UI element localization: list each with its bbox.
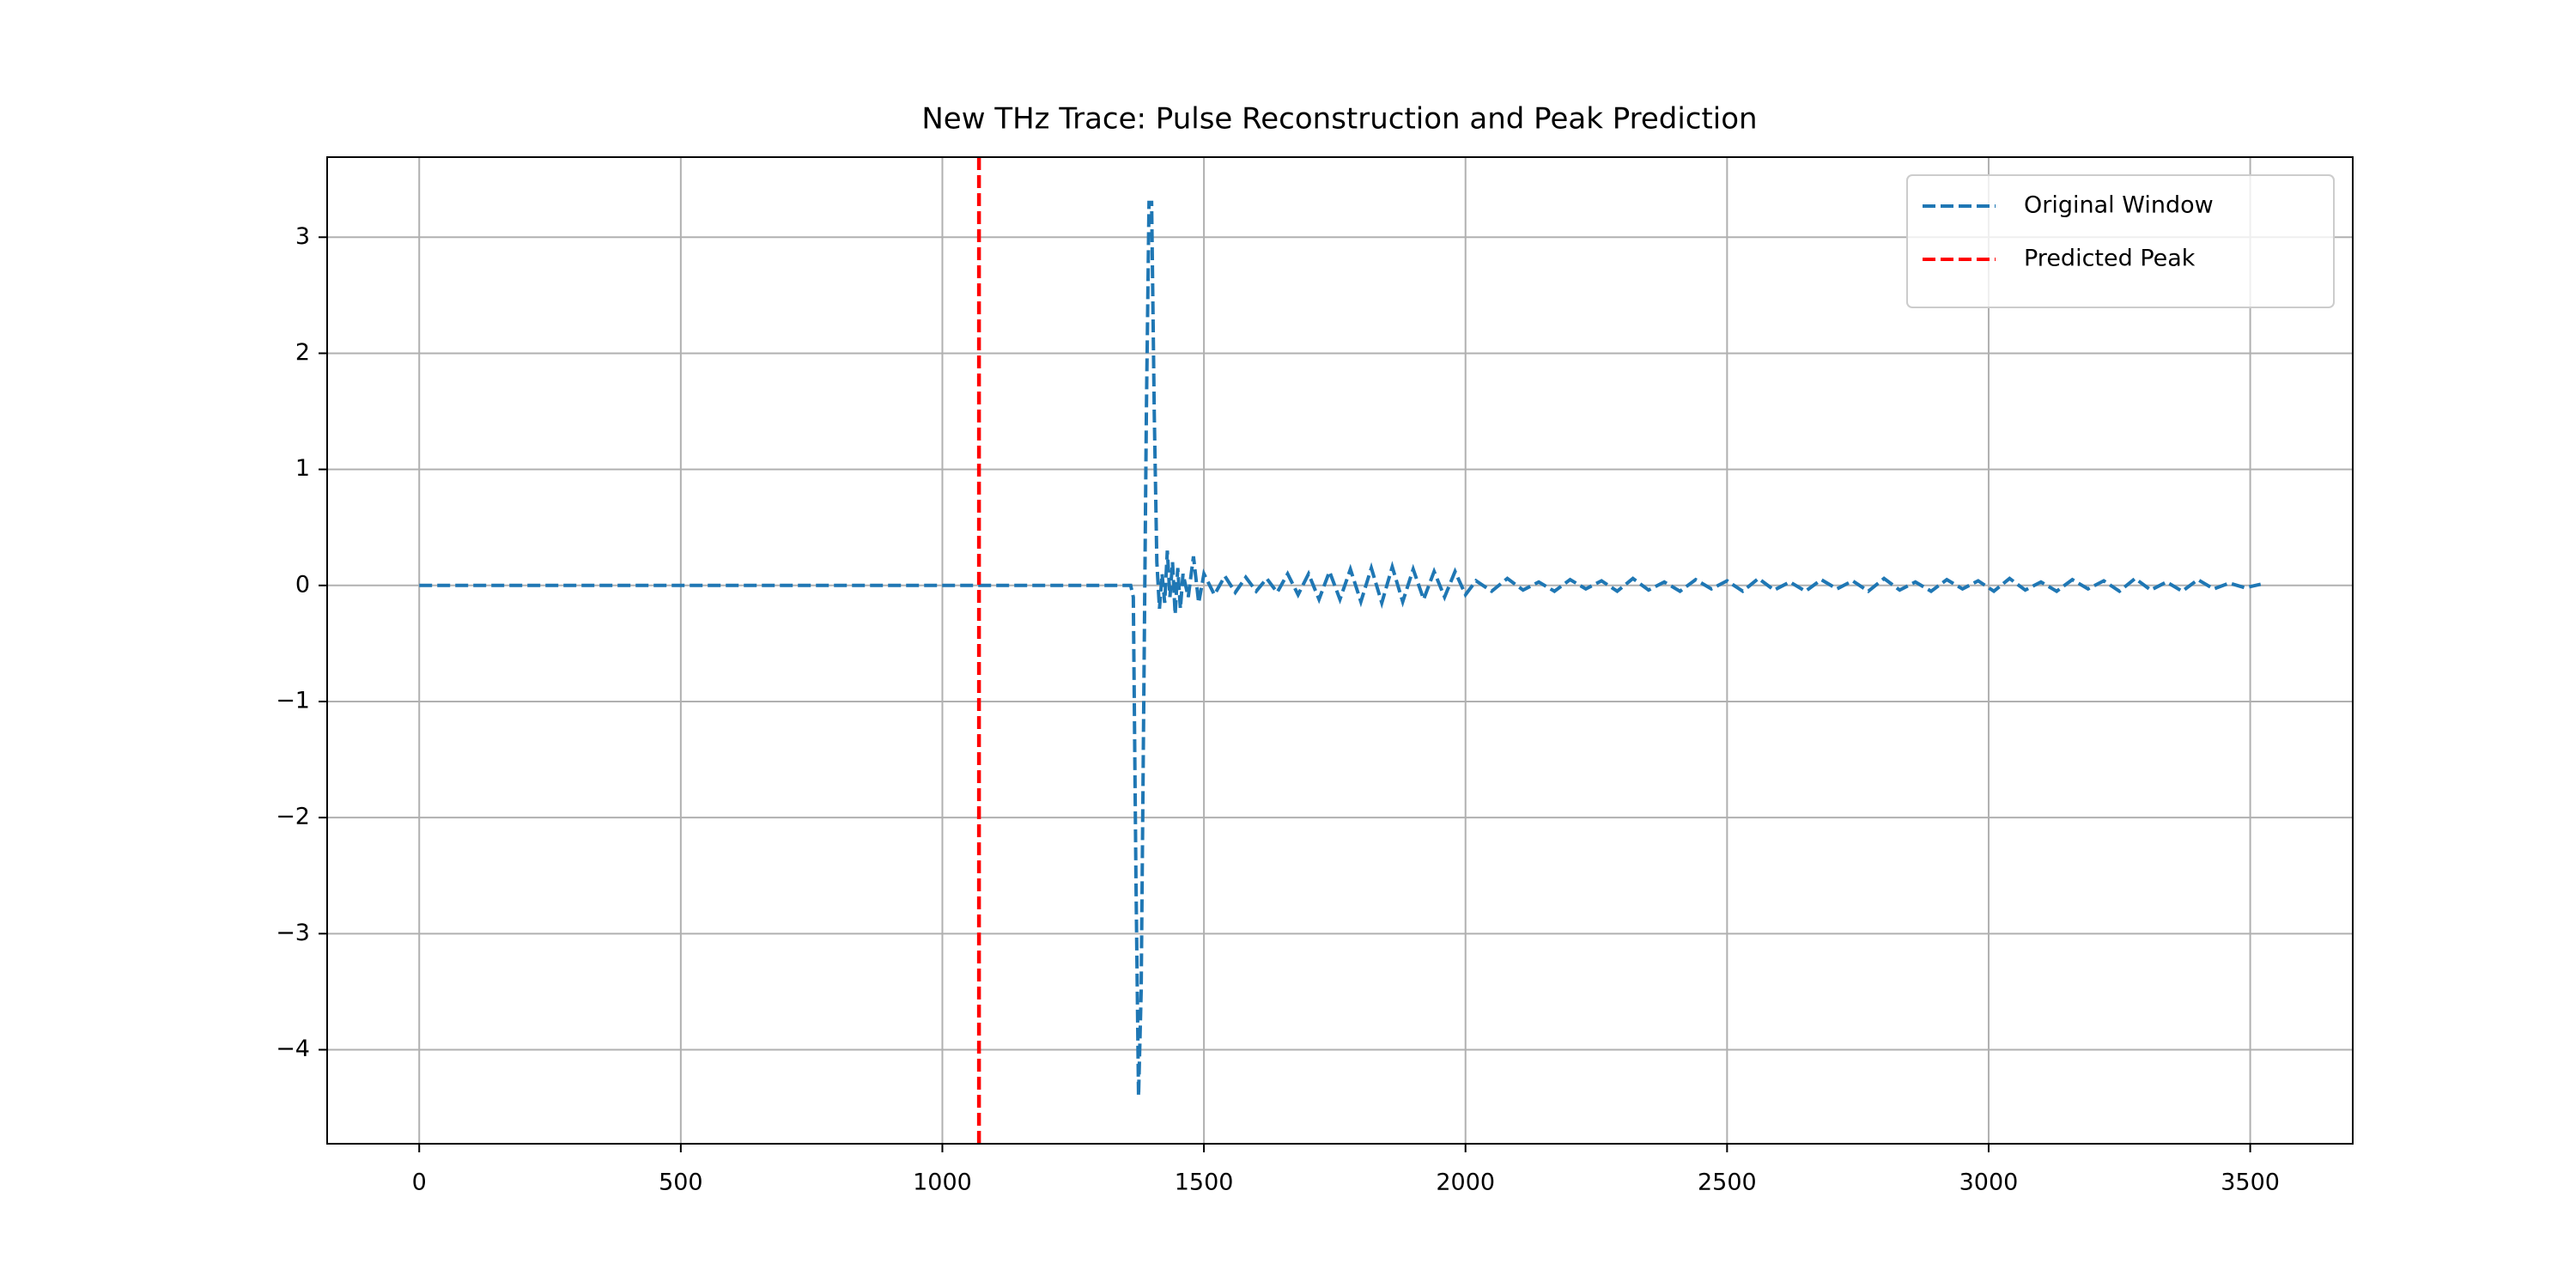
y-tick-label: 3 (295, 223, 310, 250)
y-tick-label: 0 (295, 571, 310, 598)
x-tick-label: 3500 (2221, 1170, 2280, 1196)
y-tick-label: −4 (276, 1036, 310, 1062)
chart-title: New THz Trace: Pulse Reconstruction and … (921, 102, 1757, 137)
y-tick-label: −1 (276, 687, 310, 714)
y-tick-label: −3 (276, 920, 310, 946)
x-tick-label: 1000 (913, 1170, 972, 1196)
legend-box (1906, 174, 2335, 308)
x-tick-label: 0 (412, 1170, 427, 1196)
y-tick-label: 1 (295, 455, 310, 482)
x-tick-label: 500 (659, 1170, 703, 1196)
y-tick-label: −2 (276, 804, 310, 830)
x-tick-label: 2000 (1436, 1170, 1495, 1196)
legend-label: Original Window (2024, 192, 2214, 219)
y-tick-label: 2 (295, 339, 310, 366)
x-tick-label: 1500 (1175, 1170, 1234, 1196)
axes-frame (326, 156, 2354, 1145)
legend-label: Predicted Peak (2024, 246, 2196, 272)
x-tick-label: 2500 (1698, 1170, 1757, 1196)
x-tick-label: 3000 (1959, 1170, 2019, 1196)
data-line (419, 200, 2262, 1097)
